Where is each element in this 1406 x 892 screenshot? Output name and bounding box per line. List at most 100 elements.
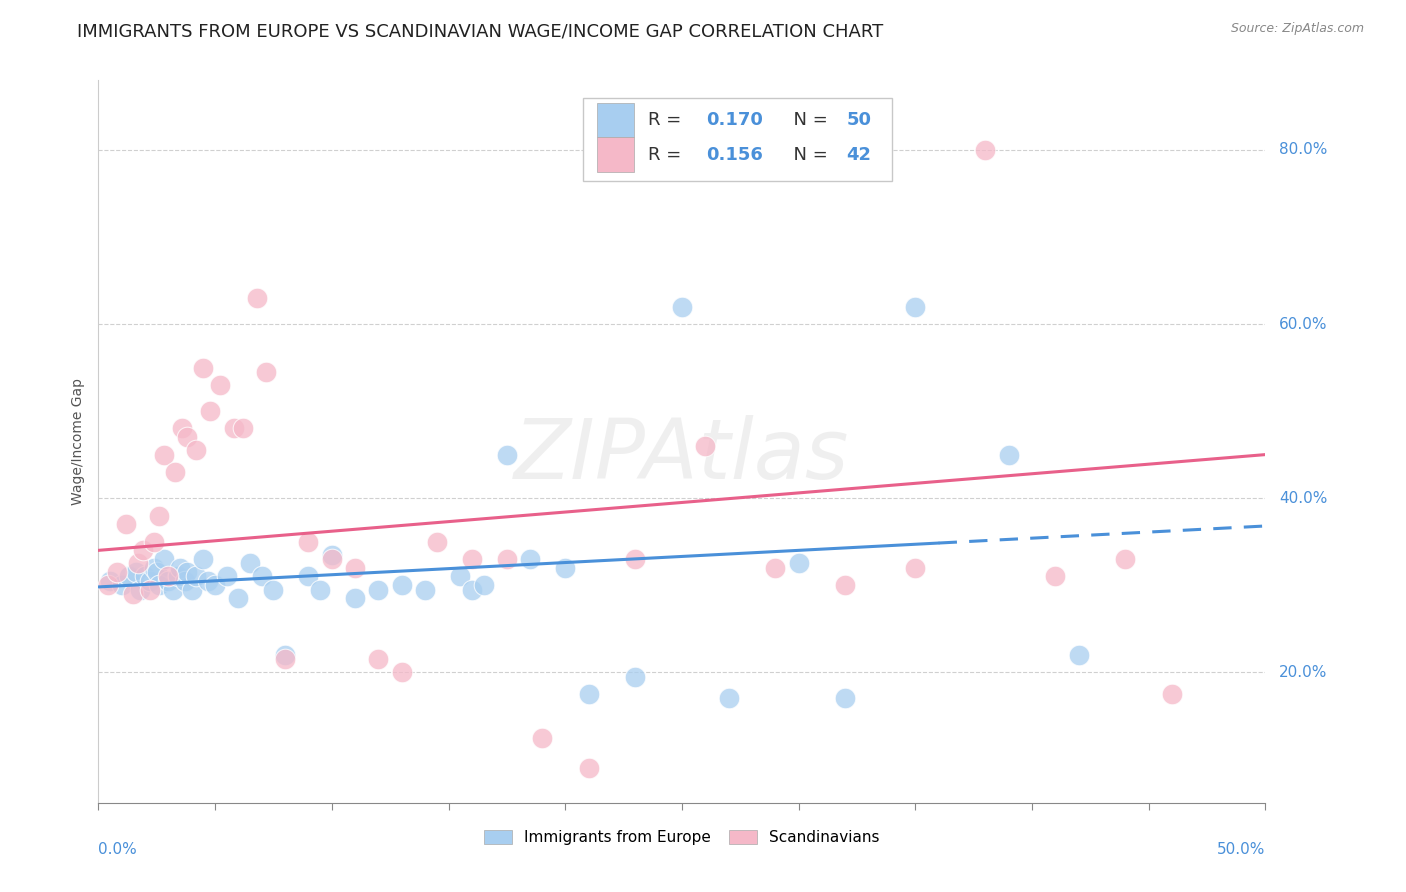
Point — [134, 569, 156, 583]
Point — [449, 569, 471, 583]
Point — [122, 587, 145, 601]
Point — [143, 534, 166, 549]
FancyBboxPatch shape — [596, 137, 634, 172]
Point — [111, 578, 134, 592]
Text: ZIPAtlas: ZIPAtlas — [515, 416, 849, 497]
Point — [204, 578, 226, 592]
Point — [180, 582, 202, 597]
Point — [239, 557, 262, 571]
Point — [624, 552, 647, 566]
Point — [496, 552, 519, 566]
Point — [143, 561, 166, 575]
Point — [193, 360, 215, 375]
Point — [297, 569, 319, 583]
Point — [228, 591, 250, 606]
Point — [98, 574, 121, 588]
Point — [1045, 569, 1067, 583]
Point — [105, 565, 128, 579]
Point — [413, 582, 436, 597]
Point — [152, 552, 174, 566]
Point — [262, 582, 284, 597]
Text: N =: N = — [782, 145, 834, 164]
Point — [834, 578, 856, 592]
Point — [139, 582, 162, 597]
Point — [165, 465, 187, 479]
Point — [176, 565, 198, 579]
Text: R =: R = — [648, 111, 688, 129]
Y-axis label: Wage/Income Gap: Wage/Income Gap — [70, 378, 84, 505]
Text: 40.0%: 40.0% — [1279, 491, 1327, 506]
Point — [530, 731, 553, 745]
Point — [162, 582, 184, 597]
Point — [125, 565, 148, 579]
Text: IMMIGRANTS FROM EUROPE VS SCANDINAVIAN WAGE/INCOME GAP CORRELATION CHART: IMMIGRANTS FROM EUROPE VS SCANDINAVIAN W… — [77, 22, 883, 40]
Point — [391, 578, 413, 592]
Point — [344, 561, 367, 575]
Text: 0.156: 0.156 — [706, 145, 763, 164]
Point — [461, 552, 484, 566]
Point — [127, 557, 149, 571]
Point — [157, 574, 180, 588]
Point — [1114, 552, 1136, 566]
Point — [148, 508, 170, 523]
Point — [118, 569, 141, 583]
Point — [97, 578, 120, 592]
Point — [321, 552, 343, 566]
Text: 50.0%: 50.0% — [1218, 842, 1265, 856]
Point — [367, 582, 389, 597]
Point — [1161, 687, 1184, 701]
Text: 0.170: 0.170 — [706, 111, 763, 129]
Point — [139, 574, 162, 588]
Point — [172, 421, 194, 435]
Point — [496, 448, 519, 462]
Text: 60.0%: 60.0% — [1279, 317, 1327, 332]
Point — [904, 300, 927, 314]
Point — [197, 574, 219, 588]
Point — [554, 561, 576, 575]
Point — [208, 378, 231, 392]
Point — [148, 578, 170, 592]
Legend: Immigrants from Europe, Scandinavians: Immigrants from Europe, Scandinavians — [477, 822, 887, 853]
Text: 20.0%: 20.0% — [1279, 665, 1327, 680]
Point — [132, 543, 155, 558]
Point — [763, 561, 786, 575]
Point — [472, 578, 495, 592]
Point — [169, 561, 191, 575]
FancyBboxPatch shape — [582, 98, 891, 181]
Point — [974, 143, 997, 157]
Point — [200, 404, 222, 418]
Text: 80.0%: 80.0% — [1279, 143, 1327, 157]
Point — [215, 569, 238, 583]
Point — [344, 591, 367, 606]
Text: 42: 42 — [846, 145, 872, 164]
Point — [297, 534, 319, 549]
Point — [787, 557, 810, 571]
Point — [1067, 648, 1090, 662]
Point — [624, 669, 647, 683]
Point — [246, 291, 269, 305]
Point — [193, 552, 215, 566]
Point — [115, 517, 138, 532]
Point — [274, 648, 297, 662]
Point — [186, 443, 208, 458]
Point — [309, 582, 332, 597]
Text: N =: N = — [782, 111, 834, 129]
Point — [578, 761, 600, 775]
Point — [232, 421, 254, 435]
Point — [166, 569, 188, 583]
Point — [129, 582, 152, 597]
Point — [426, 534, 449, 549]
Point — [834, 691, 856, 706]
Point — [391, 665, 413, 680]
Text: 50: 50 — [846, 111, 872, 129]
Point — [222, 421, 245, 435]
Point — [321, 548, 343, 562]
Point — [157, 569, 180, 583]
Point — [176, 430, 198, 444]
Point — [152, 448, 174, 462]
Point — [173, 574, 195, 588]
Point — [997, 448, 1019, 462]
Text: Source: ZipAtlas.com: Source: ZipAtlas.com — [1230, 22, 1364, 36]
FancyBboxPatch shape — [596, 103, 634, 137]
Point — [250, 569, 273, 583]
